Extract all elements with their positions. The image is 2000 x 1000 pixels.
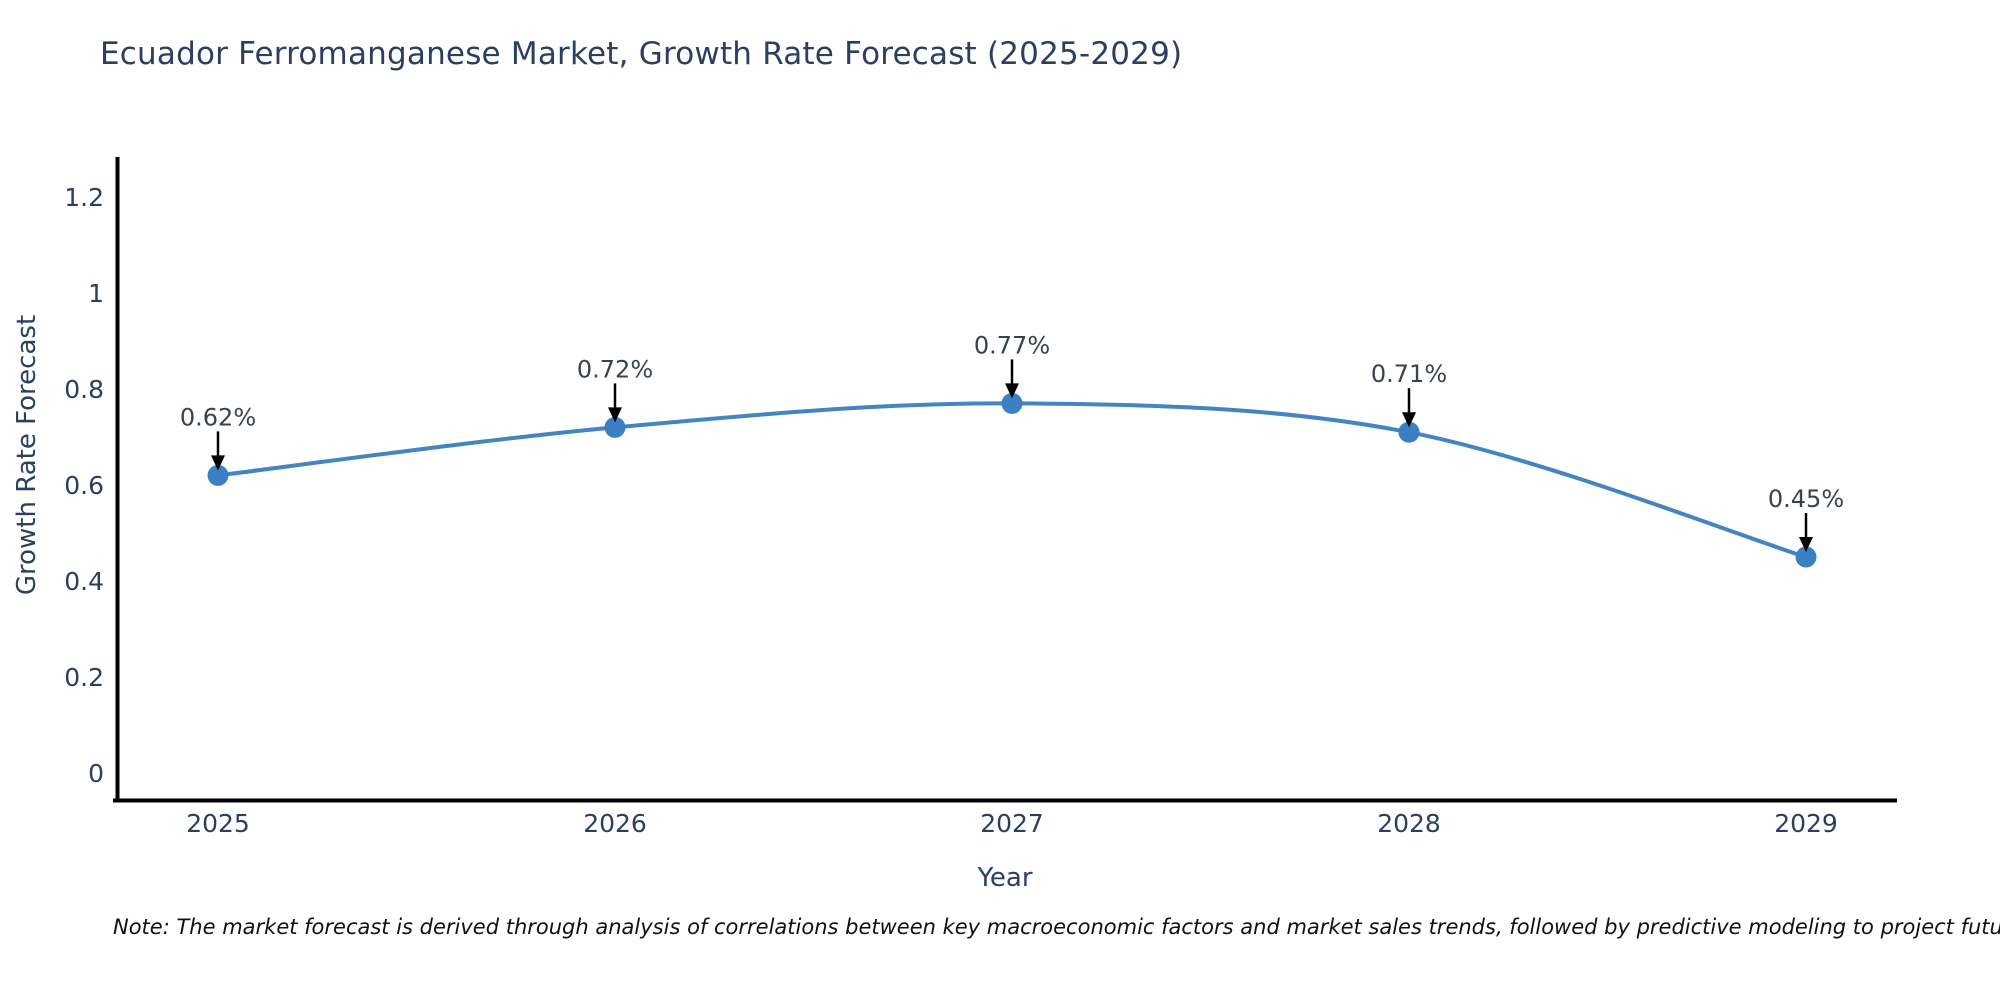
data-point-marker <box>1795 546 1817 568</box>
y-tick-label: 1.2 <box>64 183 104 212</box>
annotation-arrow-head <box>1799 537 1813 552</box>
y-axis-title: Growth Rate Forecast <box>12 315 42 595</box>
data-point-marker <box>604 416 626 438</box>
x-tick-label: 2025 <box>186 809 250 838</box>
chart-dynamic-layer: 0 0.2 0.4 0.6 0.8 1 1.2 2025 2026 2027 2028 2029 0.6… <box>64 157 1897 838</box>
x-tick-label: 2028 <box>1377 809 1441 838</box>
x-axis-title: Year <box>976 863 1032 893</box>
y-tick-label: 1 <box>88 279 104 308</box>
x-tick-label: 2026 <box>583 809 647 838</box>
footnote-text: Note: The market forecast is derived thr… <box>113 915 2000 939</box>
annotation-arrow-head <box>608 407 622 423</box>
annotation-label: 0.45% <box>1768 485 1844 513</box>
y-tick-label: 0.4 <box>64 567 104 596</box>
annotation-arrow-head <box>1005 383 1019 399</box>
y-tick-label: 0.2 <box>64 663 104 692</box>
trend-line <box>216 401 1808 559</box>
annotation-label: 0.62% <box>180 403 256 431</box>
annotation-label: 0.72% <box>577 355 653 383</box>
annotation-arrow-head <box>211 455 225 471</box>
annotation-label: 0.71% <box>1371 360 1447 388</box>
chart-title: Ecuador Ferromanganese Market, Growth Ra… <box>100 36 1183 72</box>
x-tick-label: 2029 <box>1774 809 1838 838</box>
data-point-marker <box>1398 421 1420 443</box>
y-tick-label: 0.6 <box>64 471 104 500</box>
data-point-marker <box>1001 392 1023 414</box>
annotation-label: 0.77% <box>974 331 1050 359</box>
x-tick-label: 2027 <box>980 809 1044 838</box>
annotation-arrow-head <box>1402 412 1416 428</box>
y-tick-label: 0.8 <box>64 375 104 404</box>
y-tick-label: 0 <box>88 759 104 788</box>
data-point-marker <box>207 464 229 486</box>
